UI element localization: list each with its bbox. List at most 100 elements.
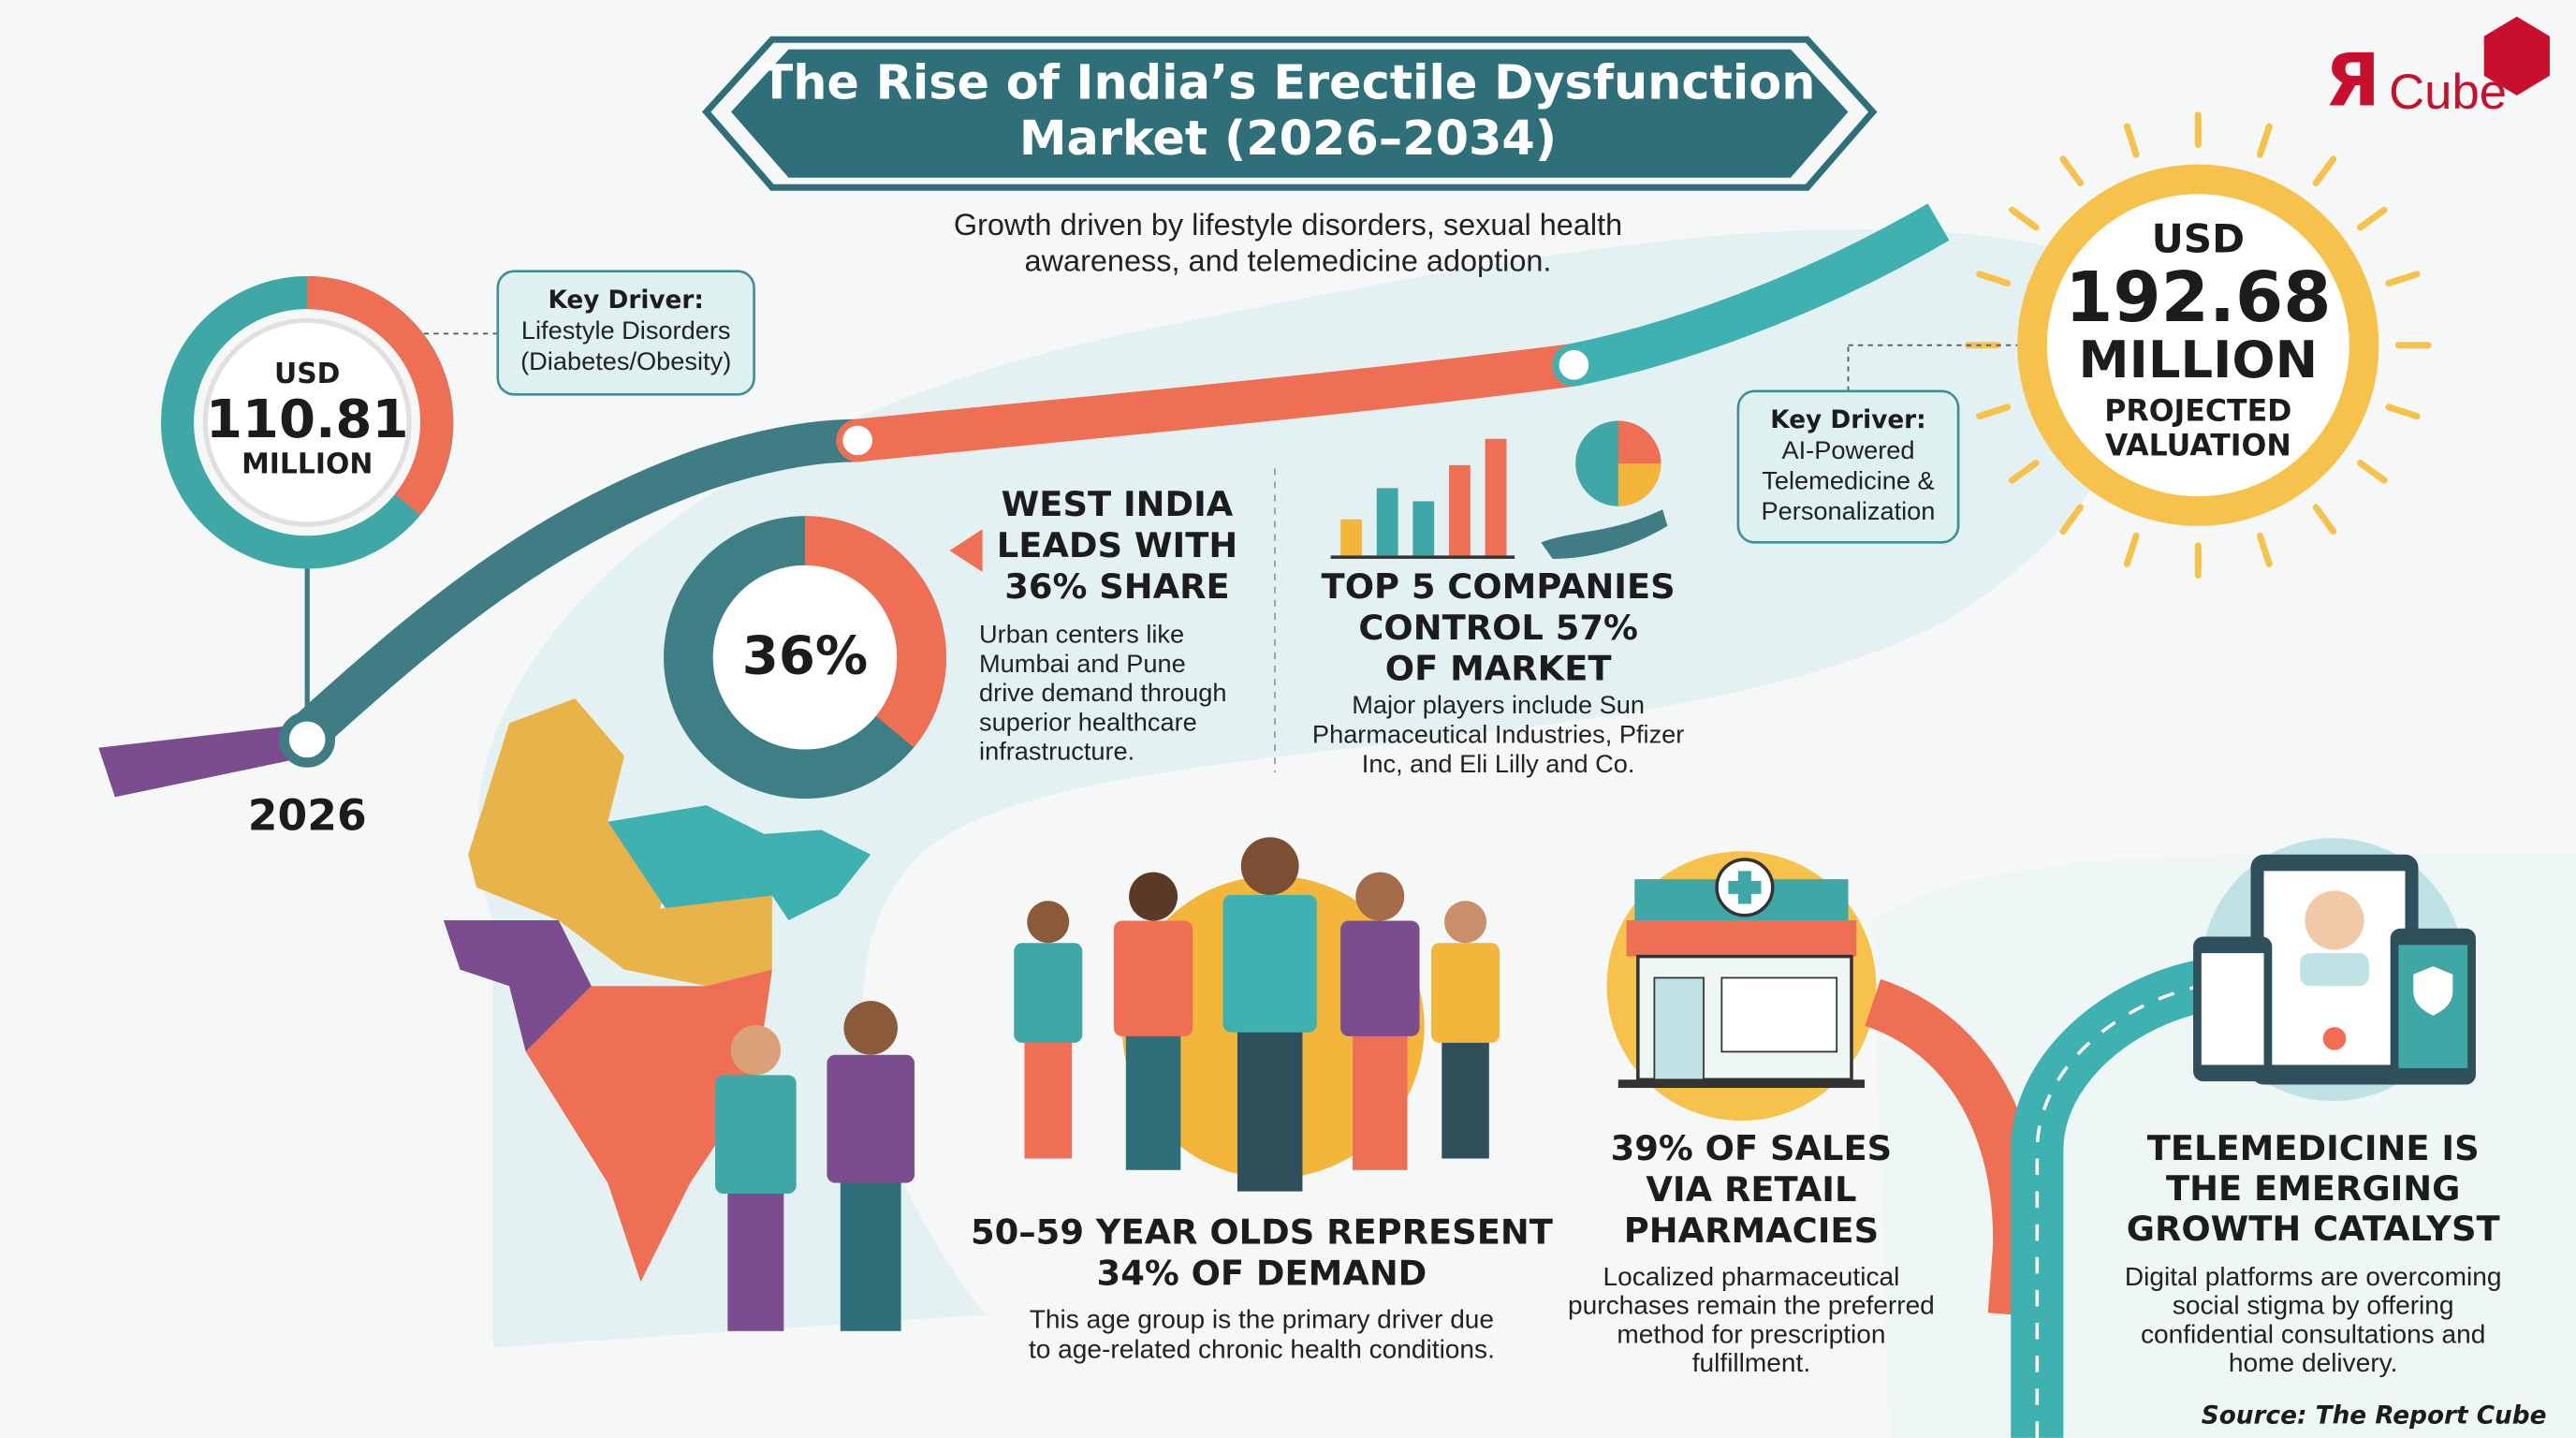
- telemedicine-icon: [2193, 854, 2476, 1085]
- milestone: [279, 712, 336, 768]
- person-body: [714, 1075, 797, 1195]
- person: [1014, 901, 1083, 1159]
- section-heading: 34% OF DEMAND: [1097, 1254, 1427, 1294]
- person-legs: [1024, 1032, 1073, 1159]
- person: [1222, 837, 1317, 1192]
- ray: [2312, 155, 2337, 186]
- driver-text: AI-Powered: [1781, 435, 1914, 464]
- ray: [2123, 532, 2140, 567]
- person-legs: [1237, 1018, 1303, 1192]
- person-head: [1129, 872, 1178, 921]
- section-text: Major players include Sun: [1352, 690, 1645, 719]
- subtitle: awareness, and telemedicine adoption.: [1025, 244, 1552, 278]
- ray: [2357, 460, 2388, 484]
- source: Source: The Report Cube: [2202, 1402, 2547, 1431]
- ray: [2059, 155, 2084, 186]
- section-heading: PHARMACIES: [1624, 1211, 1879, 1251]
- ray: [2357, 206, 2388, 231]
- section-text: Pharmaceutical Industries, Pfizer: [1312, 720, 1684, 749]
- pharmacy-icon: [1617, 858, 1866, 1089]
- section-heading: VIA RETAIL: [1646, 1169, 1856, 1210]
- value-disc: [2046, 194, 2349, 497]
- ray: [2059, 504, 2084, 536]
- ray: [2312, 504, 2337, 536]
- driver-text: (Diabetes/Obesity): [520, 346, 731, 375]
- road: [1569, 203, 1950, 387]
- value-ring: [306, 276, 454, 516]
- road: [855, 344, 1577, 462]
- person-body: [1014, 943, 1083, 1043]
- section-heading: WEST INDIA: [1002, 484, 1234, 524]
- person: [714, 1024, 797, 1331]
- section-text: social stigma by offering: [2173, 1291, 2454, 1320]
- driver-box: [496, 270, 755, 396]
- person: [827, 1001, 915, 1331]
- driver-heading: Key Driver:: [1770, 406, 1925, 434]
- title: Market (2026–2034): [1019, 111, 1557, 167]
- person-head: [1027, 901, 1070, 944]
- logo-text: Cube: [2389, 65, 2507, 120]
- person-head: [730, 1024, 782, 1076]
- title-banner-outline: [701, 36, 1878, 191]
- section-heading: 39% OF SALES: [1611, 1128, 1893, 1168]
- section-text: superior healthcare: [979, 707, 1197, 736]
- subtitle: Growth driven by lifestyle disorders, se…: [954, 208, 1622, 242]
- person-head: [1444, 901, 1487, 944]
- title: The Rise of India’s Erectile Dysfunction: [761, 55, 1816, 110]
- section-text: purchases remain the preferred: [1568, 1291, 1935, 1320]
- unit: MILLION: [2078, 330, 2318, 389]
- driver-heading: Key Driver:: [548, 286, 703, 315]
- driver-text: Lifestyle Disorders: [521, 315, 731, 345]
- person-head: [843, 1001, 898, 1055]
- sun-rays: [1965, 111, 2432, 579]
- driver-text: Personalization: [1762, 496, 1936, 525]
- section-heading: GROWTH CATALYST: [2127, 1209, 2500, 1249]
- section-text: drive demand through: [979, 678, 1227, 707]
- ray: [2256, 123, 2273, 158]
- title-banner: [731, 49, 1849, 178]
- section-text: confidential consultations and: [2141, 1319, 2485, 1348]
- person-body: [1340, 920, 1420, 1036]
- person: [1113, 872, 1193, 1170]
- logo-cube: [2483, 16, 2550, 95]
- section-heading: LEADS WITH: [997, 525, 1237, 565]
- section-text: infrastructure.: [979, 737, 1134, 766]
- people: [714, 837, 1500, 1331]
- bar-icon: [1330, 420, 1668, 559]
- start-value: 110.81: [206, 389, 409, 450]
- milestone: [1552, 343, 1596, 387]
- ray: [2123, 123, 2140, 158]
- donut-hole: [712, 565, 898, 750]
- section-heading: THE EMERGING: [2166, 1168, 2460, 1209]
- logo-mark: Я: [2325, 38, 2380, 123]
- currency: USD: [274, 358, 340, 390]
- ray: [1976, 271, 2012, 287]
- person-legs: [1353, 1023, 1408, 1170]
- valuation-label: VALUATION: [2105, 430, 2291, 463]
- india-map: [443, 698, 871, 1283]
- person-body: [1222, 894, 1317, 1033]
- donut-segment: [804, 516, 946, 748]
- section-heading: TOP 5 COMPANIES: [1322, 566, 1676, 607]
- person: [1431, 901, 1500, 1159]
- section-text: fulfillment.: [1692, 1348, 1810, 1377]
- ray: [2009, 460, 2040, 484]
- road: [289, 418, 858, 753]
- section-heading: CONTROL 57%: [1358, 608, 1638, 648]
- section-heading: 50–59 YEAR OLDS REPRESENT: [971, 1212, 1553, 1253]
- section-heading: OF MARKET: [1385, 649, 1612, 689]
- section-text: Localized pharmaceutical: [1603, 1262, 1900, 1291]
- person-legs: [727, 1181, 784, 1331]
- person-body: [1431, 943, 1500, 1043]
- person: [1340, 872, 1420, 1170]
- value-disc: [202, 317, 412, 527]
- valuation-label: PROJECTED: [2104, 395, 2291, 429]
- ray: [1976, 404, 2012, 420]
- section-text: Digital platforms are overcoming: [2125, 1262, 2502, 1291]
- year: 2026: [248, 791, 367, 841]
- unit: MILLION: [242, 448, 373, 480]
- section-text: to age-related chronic health conditions…: [1029, 1334, 1495, 1363]
- section-text: method for prescription: [1617, 1319, 1885, 1348]
- pointer: [949, 529, 983, 572]
- section-text: Urban centers like: [979, 620, 1184, 649]
